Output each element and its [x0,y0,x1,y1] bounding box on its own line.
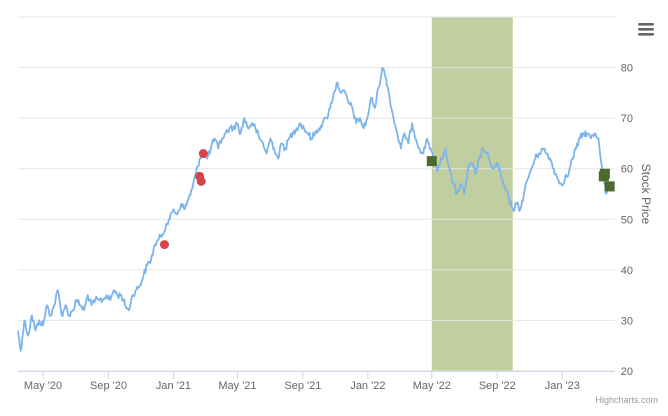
x-tick-label: Jan '21 [156,380,191,392]
highlight-band-layer [431,17,513,371]
sell-marker[interactable] [599,168,610,179]
x-tick-label: Sep '21 [284,380,321,392]
y-tick-label: 30 [621,315,633,327]
gridlines [18,16,615,372]
sell-marker[interactable] [426,156,437,167]
x-tick-label: May '21 [218,380,256,392]
chart-credit[interactable]: Highcharts.com [595,395,658,405]
y-axis-ticks: 20 30 40 50 60 70 80 [621,63,633,378]
highlight-band [431,17,513,371]
x-axis-ticks: May '20 Sep '20 Jan '21 May '21 Sep '21 Jan '… [24,371,580,392]
hamburger-menu-icon [638,23,654,36]
sell-marker[interactable] [604,181,615,192]
y-tick-label: 40 [621,265,633,277]
x-tick-label: May '22 [413,380,451,392]
y-tick-label: 70 [621,113,633,125]
x-tick-label: May '20 [24,380,62,392]
buy-marker[interactable] [196,176,206,186]
chart-menu-button[interactable] [634,18,658,40]
y-tick-label: 60 [621,164,633,176]
y-tick-label: 50 [621,214,633,226]
x-tick-label: Sep '22 [479,380,516,392]
trade-markers [159,149,615,250]
x-tick-label: Jan '22 [350,380,385,392]
y-tick-label: 80 [621,63,633,75]
buy-marker[interactable] [159,240,169,250]
y-tick-label: 20 [621,366,633,378]
x-tick-label: Sep '20 [90,380,127,392]
price-series-line[interactable] [17,66,615,352]
buy-marker[interactable] [198,149,208,159]
y-axis-title: Stock Price [639,164,653,225]
x-tick-label: Jan '23 [545,380,580,392]
series-layer [17,66,615,352]
